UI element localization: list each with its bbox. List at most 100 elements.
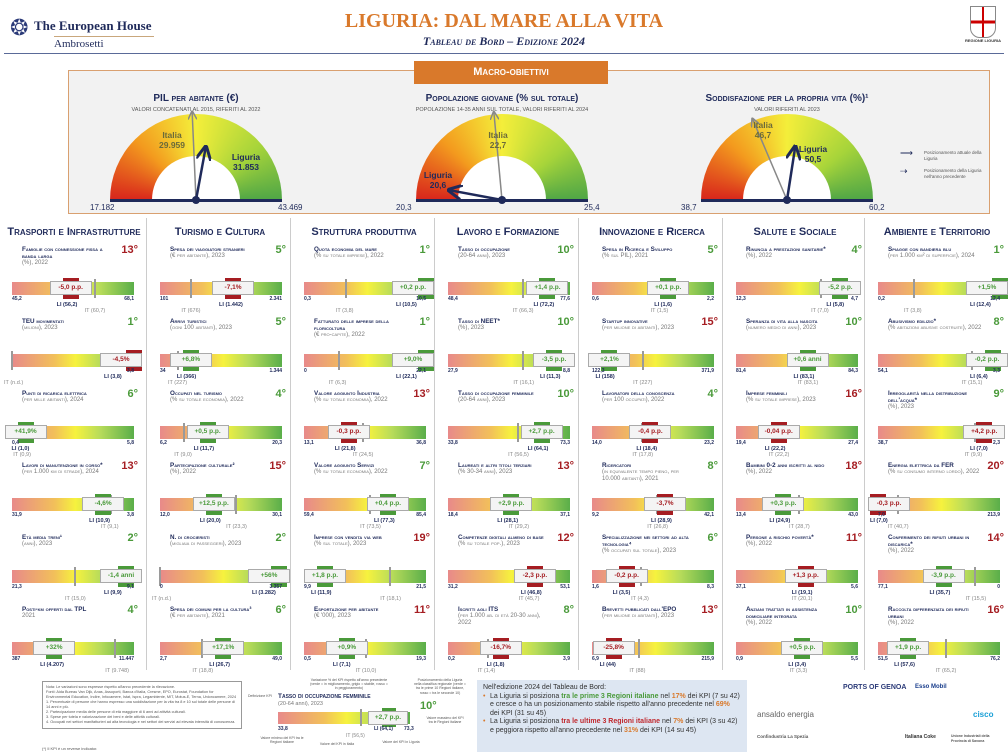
legend-kpi-unit: (20-64 anni), 2023	[278, 701, 323, 707]
kpi-header: Energia elettrica da FER (% su consumo in…	[888, 462, 982, 476]
kpi-header: Persone a rischio povertà* (%), 2022	[746, 534, 840, 548]
italy-marker	[517, 423, 520, 442]
italy-marker	[11, 351, 13, 370]
legend-ann-rank: Posizionamento della Liguria nella class…	[414, 678, 466, 695]
kpi-max-value: 2.341	[269, 296, 282, 302]
kpi-rank: 1°	[419, 316, 430, 328]
gauge-subtitle: valori concatenati al 2015, riferiti al …	[131, 107, 261, 113]
kpi-liguria-value: LI (1,8)	[486, 662, 505, 668]
italy-marker	[93, 279, 96, 298]
kpi-card: Specializzazione nei settori ad alta tec…	[580, 532, 724, 606]
kpi-unit: (€ pro-capite), 2022	[314, 332, 365, 338]
reverse-indicator-note: (*) Il KPI è un reverse indicator.	[42, 746, 98, 751]
kpi-max-value: 53,1	[560, 584, 570, 590]
kpi-card: Famiglie con connessione fissa a banda l…	[0, 244, 144, 318]
kpi-max-value: 10,5	[416, 296, 426, 302]
kpi-header: Imprese con vendita via web (% sul totale…	[314, 534, 408, 548]
summary-bullet-top: La Liguria si posiziona tra le prime 3 R…	[483, 693, 741, 719]
kpi-italy-value: IT (17,8)	[632, 452, 654, 458]
kpi-card: Bambini 0-2 anni iscritti al nido (%), 20…	[724, 460, 868, 534]
legend-def-label: Definizione KPI	[248, 694, 272, 698]
italy-marker	[389, 567, 392, 586]
kpi-italy-value: IT (26,8)	[647, 524, 668, 530]
kpi-min-value: 81,4	[736, 368, 746, 374]
delta-badge: -5,0 p.p.	[49, 281, 92, 295]
kpi-rank: 4°	[275, 388, 286, 400]
kpi-header: Anziani trattati in assistenza domicilia…	[746, 606, 840, 627]
gauge-baseline	[416, 199, 588, 202]
kpi-liguria-value: LI (22,1)	[396, 374, 417, 380]
kpi-max-value: 3,8	[127, 512, 134, 518]
kpi-card: Tasso di NEET* (%), 2023 10° -3,5 p.p. 27,9 8…	[436, 316, 580, 390]
kpi-rank: 10°	[557, 388, 574, 400]
kpi-liguria-value: LI (1.442)	[219, 302, 243, 308]
kpi-card: Energia elettrica da FER (% su consumo in…	[866, 460, 1008, 534]
kpi-italy-value: IT (0,9)	[13, 452, 31, 458]
kpi-header: Speranza di vita alla nascita (numero med…	[746, 318, 840, 332]
gauge-min-label: 38,7	[681, 203, 697, 212]
kpi-rank: 7°	[419, 460, 430, 472]
footnotes: Nota: Le variazioni sono espresse rispet…	[42, 681, 242, 729]
kpi-title: Fatturato delle imprese della floricoltu…	[314, 318, 389, 332]
logo-mark-icon: ❂	[10, 16, 29, 41]
kpi-liguria-value: LI (3,8)	[104, 374, 122, 380]
gauge-min-label: 17.182	[90, 203, 115, 212]
kpi-title: Imprese femminili	[746, 390, 787, 397]
kpi-italy-value: IT (73,5)	[360, 524, 381, 530]
delta-badge: +41,9%	[4, 425, 47, 439]
macro-objectives-badge: Macro-obiettivi	[414, 61, 608, 84]
kpi-min-value: 0	[304, 368, 307, 374]
kpi-unit: (%), 2022	[746, 253, 773, 259]
column-heading: Lavoro e Formazione	[456, 226, 560, 238]
kpi-max-value: 5,5	[851, 656, 858, 662]
gauge-title: Soddisfazione per la propria vita (%)¹	[705, 93, 869, 104]
kpi-max-value: 21,5	[416, 584, 426, 590]
kpi-italy-value: IT (15,0)	[65, 596, 86, 602]
kpi-rank: 5°	[275, 316, 286, 328]
kpi-min-value: 9,9	[304, 584, 311, 590]
kpi-rank: 2°	[275, 532, 286, 544]
column-heading: Turismo e Cultura	[174, 226, 266, 238]
kpi-min-value: 18,4	[448, 512, 458, 518]
kpi-rank: 8°	[707, 460, 718, 472]
kpi-header: Spesa in Ricerca e Sviluppo (% sul PIL), …	[602, 246, 696, 260]
kpi-rank: 4°	[851, 244, 862, 256]
kpi-italy-value: IT (9,9)	[964, 452, 983, 458]
kpi-card: Lavoratori della conoscenza (per 100 occu…	[580, 388, 724, 462]
region-liguria-logo: REGIONE LIGURIA	[965, 6, 1001, 52]
kpi-liguria-value: LI (7,0)	[870, 518, 888, 524]
italy-marker	[913, 279, 915, 298]
kpi-unit: (20-64 anni), 2023	[458, 253, 506, 259]
kpi-header: Spiagge con bandiera blu (per 1.000 km² d…	[888, 246, 982, 260]
legend-ann-min: Valore minimo del KPI tra le Regioni ita…	[260, 736, 304, 745]
italy-marker	[74, 567, 76, 586]
column-heading: Ambiente e Territorio	[883, 226, 991, 238]
delta-badge: -16,7%	[479, 641, 522, 655]
delta-badge: +0,6 anni	[786, 353, 829, 367]
liguria-value: 50,5	[804, 154, 822, 164]
kpi-italy-value: IT (60,7)	[84, 308, 106, 314]
kpi-max-value: 8,3	[707, 584, 714, 590]
kpi-rank: 13°	[413, 388, 430, 400]
kpi-rank: 5°	[275, 244, 286, 256]
gauge-title: PIL per abitante (€)	[153, 93, 239, 104]
kpi-min-value: 54,1	[878, 368, 888, 374]
kpi-title: Spesa dei comuni per la cultura³	[170, 606, 252, 613]
delta-badge: -3,5 p.p.	[533, 353, 576, 367]
kpi-title: Iscritti agli ITS	[458, 606, 499, 613]
italy-marker	[235, 495, 238, 514]
kpi-rank: 19°	[413, 532, 430, 544]
kpi-min-value: 0	[160, 584, 163, 590]
kpi-liguria-value: LI (366)	[176, 374, 197, 380]
kpi-card: Valore aggiunto Servizi (% su totale econ…	[292, 460, 436, 534]
kpi-unit: (%), 2022	[746, 469, 773, 475]
delta-badge: +4,2 p.p.	[963, 425, 1006, 439]
summary-highlight-top: tra le prime 3 Regioni italiane	[561, 692, 659, 700]
kpi-unit: (% sul PIL), 2021	[602, 253, 649, 259]
kpi-min-value: 34	[160, 368, 166, 374]
kpi-reading-legend: Variazione % del KPI rispetto all'anno p…	[248, 678, 466, 754]
kpi-max-value: 84,3	[848, 368, 858, 374]
delta-badge: -4,6%	[82, 497, 125, 511]
kpi-liguria-value: LI (72,2)	[533, 302, 555, 308]
delta-badge: -5,2 p.p.	[819, 281, 862, 295]
